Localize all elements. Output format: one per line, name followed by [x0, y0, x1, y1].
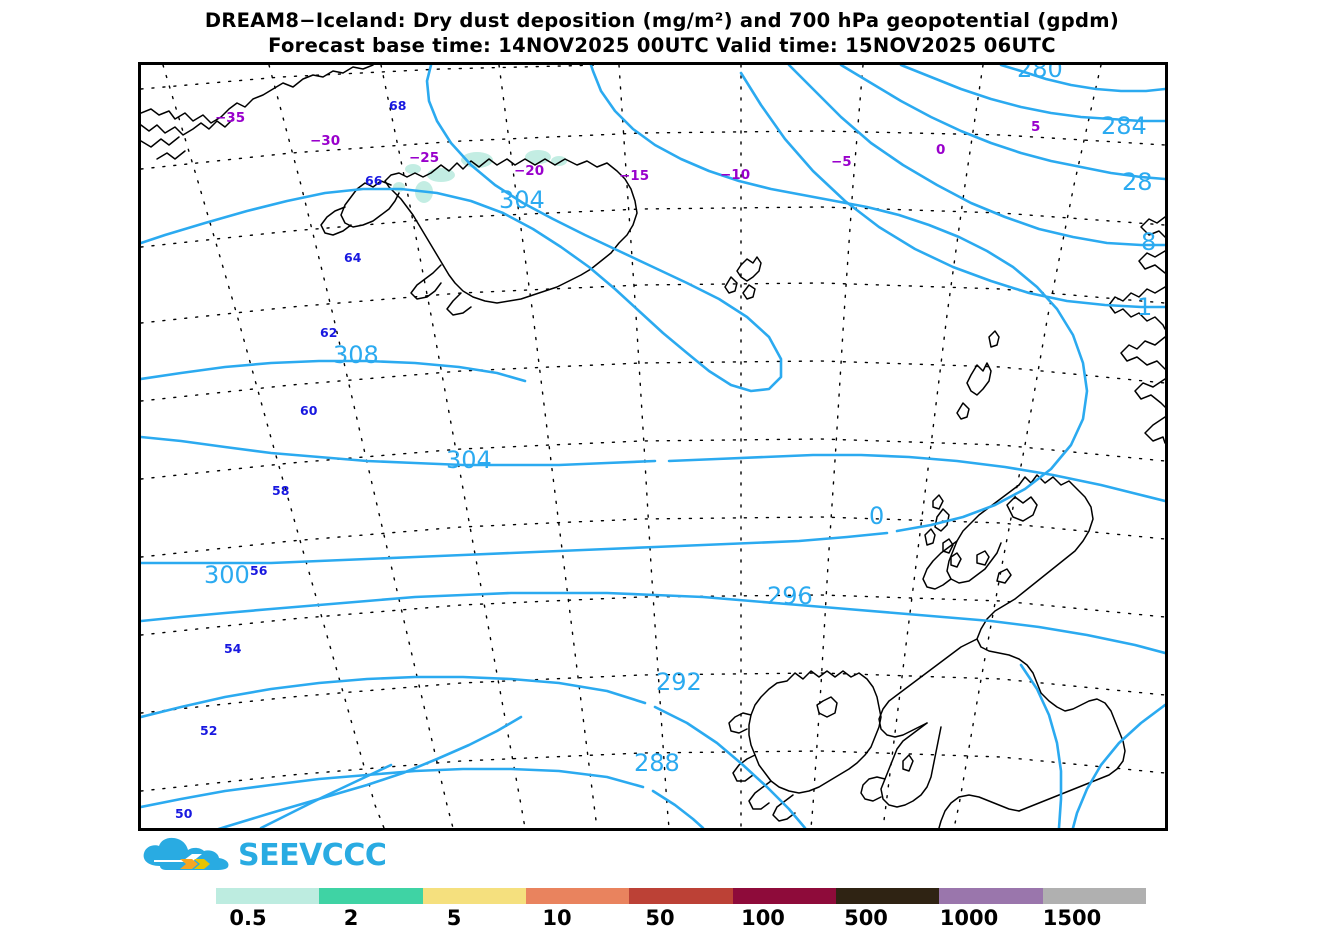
- colorbar-segment-6: [835, 888, 940, 904]
- colorbar-label-8: 1500: [1042, 906, 1102, 930]
- map-panel: −35 −30 −25 −20 −15 −10 −5 0 5 68 66 64 …: [138, 62, 1168, 831]
- colorbar-segment-0: [216, 888, 320, 904]
- page-title: DREAM8−Iceland: Dry dust deposition (mg/…: [204, 9, 1120, 32]
- colorbar-label-7: 1000: [939, 906, 999, 930]
- colorbar-label-4: 50: [645, 906, 675, 930]
- colorbar-segment-5: [732, 888, 836, 904]
- colorbar-labels: 0.5 2 5 10 50 100 500 1000 1500: [216, 906, 1146, 932]
- seevccc-logo: SEEVCCC: [140, 836, 390, 878]
- colorbar-segment-7: [939, 888, 1043, 904]
- graticule-parallels: [141, 65, 1165, 792]
- forecast-time-subtitle: Forecast base time: 14NOV2025 00UTC Vali…: [268, 34, 1056, 57]
- colorbar-label-5: 100: [741, 906, 785, 930]
- colorbar-segment-3: [525, 888, 630, 904]
- colorbar-label-2: 5: [446, 906, 462, 930]
- logo-text: SEEVCCC: [238, 838, 387, 873]
- coastlines: [141, 65, 1165, 828]
- colorbar-segment-8: [1042, 888, 1146, 904]
- colorbar-segment-2: [422, 888, 526, 904]
- graticule-meridians: [162, 65, 1102, 828]
- chart-title-block: DREAM8−Iceland: Dry dust deposition (mg/…: [0, 8, 1324, 58]
- cloud-icon: [143, 837, 229, 870]
- colorbar-label-1: 2: [343, 906, 359, 930]
- map-graphic: [141, 65, 1165, 828]
- deposition-colorbar: [216, 888, 1146, 904]
- colorbar-segment-4: [629, 888, 733, 904]
- geopotential-contours: [141, 65, 1165, 828]
- colorbar-label-3: 10: [542, 906, 572, 930]
- dust-deposition-field: [393, 150, 567, 203]
- colorbar-label-0: 0.5: [229, 906, 267, 930]
- colorbar-segment-1: [319, 888, 423, 904]
- colorbar-label-6: 500: [844, 906, 888, 930]
